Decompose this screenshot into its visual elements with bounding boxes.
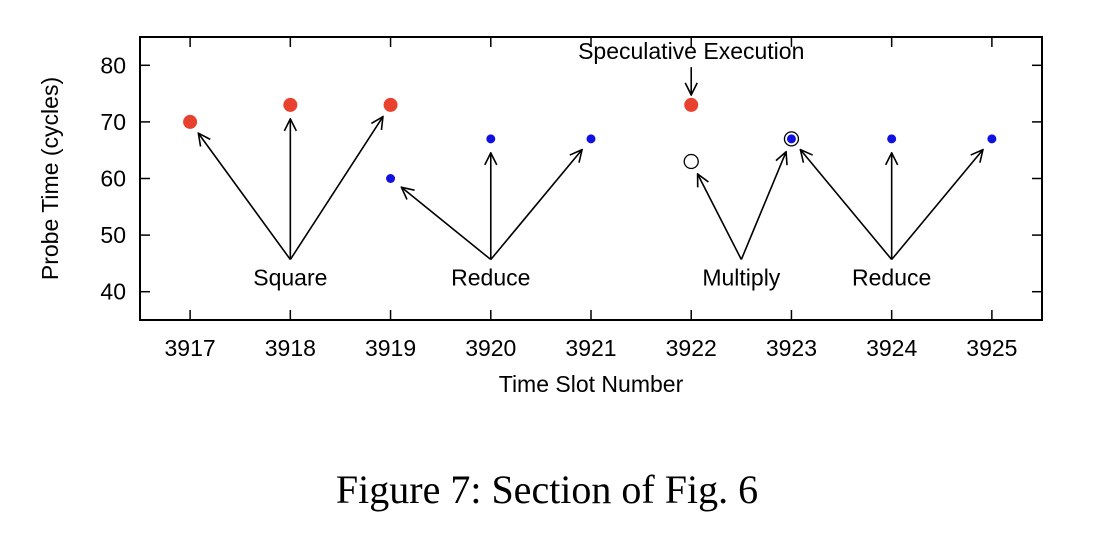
annotation-arrow	[490, 150, 582, 261]
annotation-label: Reduce	[451, 265, 530, 291]
annotation-arrow	[289, 117, 383, 260]
annotation-label: Multiply	[702, 265, 780, 291]
x-axis-label: Time Slot Number	[499, 371, 684, 397]
x-tick-label: 3921	[565, 335, 616, 361]
y-tick-label: 70	[100, 109, 126, 135]
data-point-blue	[887, 134, 897, 144]
x-tick-label: 3917	[165, 335, 216, 361]
figure-caption: Figure 7: Section of Fig. 6	[335, 467, 759, 512]
y-tick-label: 80	[100, 52, 126, 78]
data-point-blue	[586, 134, 596, 144]
y-tick-label: 40	[100, 279, 126, 305]
x-tick-label: 3922	[666, 335, 717, 361]
data-point-red	[383, 97, 398, 112]
annotation-arrow	[401, 187, 492, 261]
x-tick-label: 3920	[465, 335, 516, 361]
annotation-label: Reduce	[852, 265, 931, 291]
data-point-red	[684, 97, 699, 112]
annotation-label: Square	[253, 265, 327, 291]
points-layer	[183, 97, 997, 183]
x-tick-label: 3924	[866, 335, 917, 361]
x-tick-label: 3919	[365, 335, 416, 361]
data-point-blue	[486, 134, 496, 144]
x-axis: 3917 3918 3919 3920 3921 3922 3923 3924 3925	[165, 37, 1017, 361]
data-point-blue	[786, 134, 796, 144]
x-tick-label: 3918	[265, 335, 316, 361]
data-point-red	[183, 114, 198, 129]
x-tick-label: 3925	[966, 335, 1017, 361]
annotation-arrow	[698, 174, 743, 260]
data-point-open	[783, 131, 800, 147]
annotation-arrow	[800, 150, 893, 261]
annotation-arrow	[740, 152, 786, 260]
y-tick-label: 50	[100, 222, 126, 248]
data-point-blue	[987, 134, 997, 144]
annotation-arrow	[198, 133, 291, 261]
data-point-blue	[386, 174, 396, 183]
annotation-arrow	[891, 150, 983, 261]
y-axis: 40 50 60 70 80	[100, 52, 1042, 305]
y-tick-label: 60	[100, 166, 126, 192]
data-point-red	[283, 97, 298, 112]
data-point-open	[683, 153, 699, 170]
y-axis-label: Probe Time (cycles)	[37, 77, 63, 280]
x-tick-label: 3923	[766, 335, 817, 361]
